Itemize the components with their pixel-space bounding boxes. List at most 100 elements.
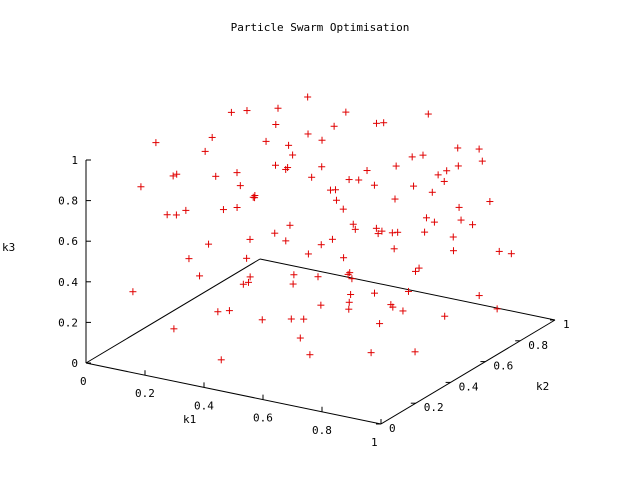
- data-point: [449, 233, 457, 241]
- data-point: [317, 241, 325, 249]
- data-point: [304, 130, 312, 138]
- x-axis-line: [85, 362, 382, 425]
- chart-title: Particle Swarm Optimisation: [231, 21, 410, 34]
- data-point: [182, 206, 190, 214]
- data-point: [239, 280, 247, 288]
- data-point: [389, 303, 397, 311]
- ticks: [85, 159, 555, 425]
- tick-labels: 0000.20.20.20.40.40.40.60.60.60.80.80.81…: [58, 154, 570, 449]
- x-tick-label: 0.2: [135, 387, 155, 400]
- data-point: [214, 308, 222, 316]
- data-point: [363, 167, 371, 175]
- data-point: [236, 182, 244, 190]
- data-point: [345, 305, 353, 313]
- data-point: [367, 349, 375, 357]
- data-point: [233, 203, 241, 211]
- data-point: [308, 173, 316, 181]
- data-point: [285, 141, 293, 149]
- z-tick-label: 0.8: [58, 195, 78, 208]
- data-point: [246, 235, 254, 243]
- data-point: [243, 107, 251, 115]
- data-point: [244, 278, 252, 286]
- data-point: [227, 108, 235, 116]
- data-point: [347, 291, 355, 299]
- y-tick-label: 0.6: [493, 360, 513, 373]
- axes: [85, 160, 556, 425]
- data-point: [208, 133, 216, 141]
- data-point: [449, 247, 457, 255]
- x-tick-label: 0: [80, 375, 87, 388]
- y-tick-label: 0.2: [424, 401, 444, 414]
- data-point: [454, 162, 462, 170]
- data-point: [475, 292, 483, 300]
- data-point: [272, 121, 280, 128]
- data-point: [172, 211, 180, 219]
- data-point: [225, 307, 233, 315]
- data-point: [339, 205, 347, 213]
- data-point: [314, 273, 322, 281]
- data-point: [287, 315, 295, 323]
- data-point: [434, 171, 442, 179]
- data-point: [300, 315, 308, 323]
- y-tick-label: 0.4: [459, 380, 479, 393]
- x-tick-label: 0.4: [194, 399, 214, 412]
- data-point: [272, 161, 279, 169]
- data-point: [372, 119, 380, 127]
- x-tick-label: 0.6: [253, 412, 273, 425]
- data-point: [170, 325, 178, 333]
- data-point: [262, 137, 270, 145]
- data-point: [328, 235, 336, 243]
- data-point: [306, 351, 314, 359]
- data-point: [392, 162, 400, 170]
- data-point: [399, 307, 407, 315]
- data-point: [410, 182, 418, 190]
- data-point: [243, 254, 251, 262]
- data-point: [344, 270, 352, 278]
- data-point: [443, 167, 451, 175]
- data-point: [408, 153, 416, 161]
- y-axis-label: k2: [536, 380, 549, 393]
- data-point: [455, 203, 463, 211]
- data-point: [428, 188, 436, 196]
- data-point: [441, 312, 449, 320]
- data-point: [282, 237, 290, 245]
- data-point: [419, 151, 427, 159]
- data-point: [440, 177, 448, 185]
- data-point: [430, 218, 438, 226]
- data-point: [173, 170, 181, 178]
- data-point: [185, 255, 193, 263]
- data-point: [129, 288, 137, 296]
- y-axis-line: [380, 319, 556, 425]
- data-point: [284, 164, 292, 172]
- data-point: [205, 240, 213, 248]
- data-point: [372, 224, 380, 232]
- x-tick-label: 0.8: [312, 424, 332, 437]
- data-point: [219, 206, 227, 214]
- data-point: [233, 169, 241, 177]
- data-point: [412, 267, 419, 275]
- data-point: [486, 198, 494, 206]
- data-point: [380, 119, 388, 127]
- data-points: [129, 93, 515, 364]
- data-point: [371, 289, 378, 297]
- z-tick-label: 0.2: [58, 316, 78, 329]
- data-point: [374, 230, 382, 238]
- data-point: [289, 280, 297, 288]
- data-point: [169, 172, 177, 180]
- data-point: [318, 136, 326, 144]
- data-point: [217, 356, 225, 364]
- x-tick-label: 1: [371, 436, 378, 449]
- data-point: [342, 108, 350, 116]
- data-point: [457, 216, 465, 224]
- data-point: [289, 151, 297, 159]
- y-tick-label: 0: [389, 422, 396, 435]
- data-point: [137, 183, 145, 191]
- data-point: [475, 145, 483, 153]
- data-point: [454, 144, 462, 152]
- data-point: [212, 172, 220, 180]
- base-back-edge-y: [85, 258, 261, 364]
- data-point: [507, 250, 515, 258]
- data-point: [290, 271, 298, 279]
- data-point: [355, 176, 363, 184]
